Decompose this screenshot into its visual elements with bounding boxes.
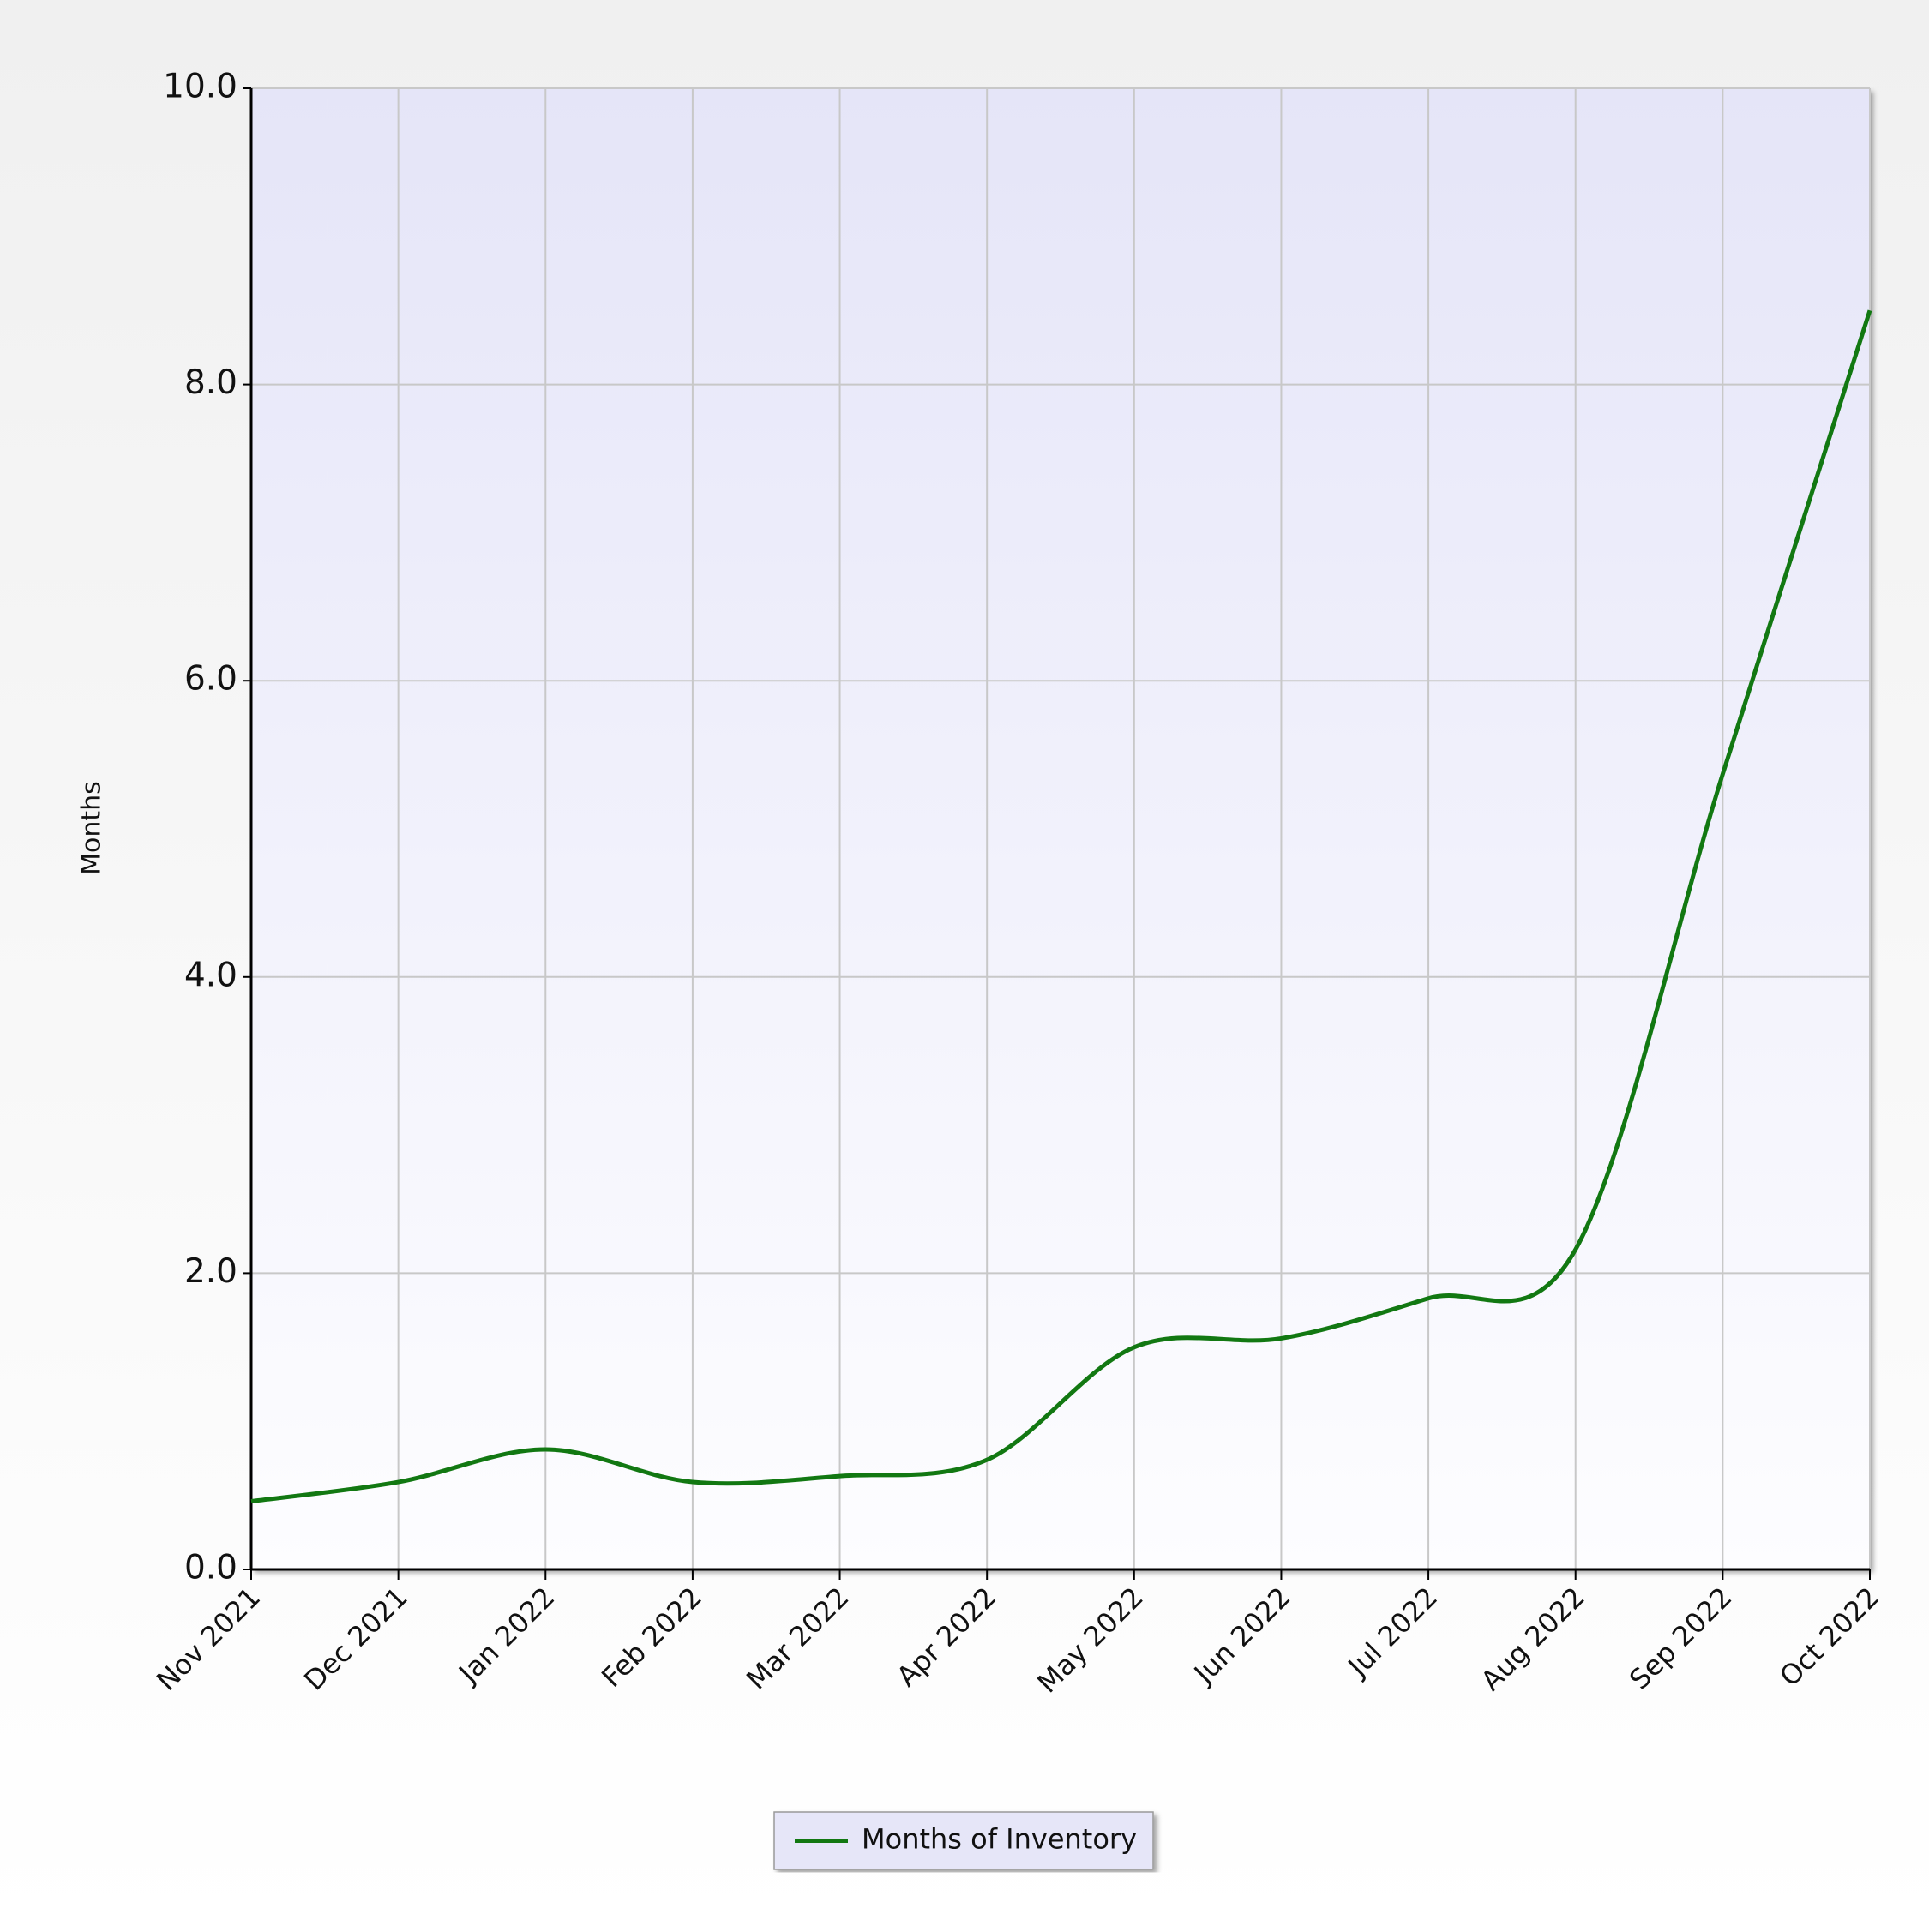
y-tick-label: 6.0 (184, 660, 237, 699)
y-axis-label: Months (77, 781, 107, 875)
y-tick-label: 8.0 (184, 363, 237, 402)
line-series (250, 309, 1872, 1503)
y-tick-label: 4.0 (184, 956, 237, 994)
legend-label: Months of Inventory (862, 1823, 1137, 1856)
y-tick-label: 10.0 (163, 68, 237, 106)
y-tick-label: 2.0 (184, 1252, 237, 1291)
y-tick-label: 0.0 (184, 1549, 237, 1587)
plot-area (251, 88, 1870, 1569)
